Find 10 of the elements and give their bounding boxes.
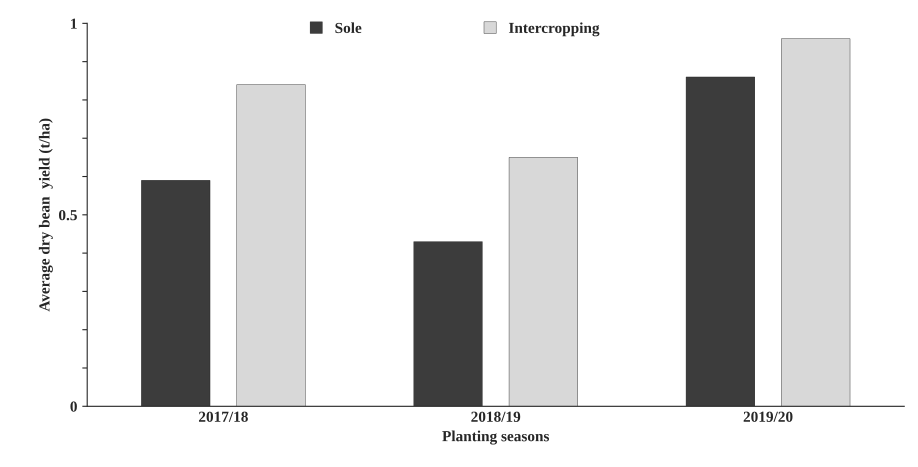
x-tick-label: 2019/20	[744, 412, 793, 422]
legend-label: Intercropping	[508, 22, 600, 36]
y-tick-label: 0.5	[58, 210, 77, 220]
x-axis-title: Planting seasons	[442, 430, 550, 445]
y-axis-title: Average dry bean yield (t/ha)	[38, 118, 53, 312]
x-tick-label: 2017/18	[198, 412, 248, 422]
x-tick-label: 2018/19	[471, 412, 520, 422]
y-tick-label: 1	[71, 18, 77, 29]
legend-label: Sole	[335, 22, 362, 34]
y-tick-label: 0	[70, 401, 77, 412]
